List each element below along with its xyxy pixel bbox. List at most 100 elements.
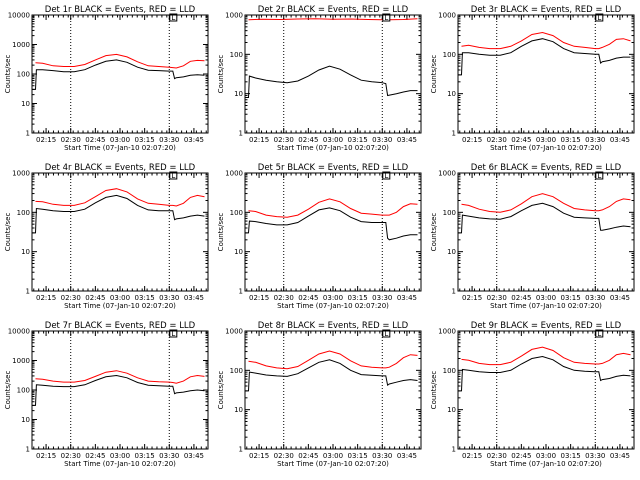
y-tick-label: 1000 bbox=[225, 12, 243, 20]
marker-label: L bbox=[384, 172, 388, 180]
plot-frame bbox=[457, 330, 635, 450]
lld-series-line bbox=[248, 350, 418, 370]
x-tick-label: 02:30 bbox=[487, 136, 507, 144]
x-tick-label: 02:45 bbox=[511, 452, 531, 460]
x-tick-label: 03:15 bbox=[135, 294, 155, 302]
x-tick-label: 03:30 bbox=[585, 452, 605, 460]
lld-series-line bbox=[461, 193, 631, 213]
x-tick-label: 02:45 bbox=[298, 452, 318, 460]
x-tick-label: 03:00 bbox=[536, 452, 556, 460]
x-tick-label: 02:30 bbox=[61, 294, 81, 302]
x-tick-label: 02:45 bbox=[511, 136, 531, 144]
x-axis-label: Start Time (07-Jan-10 02:07:20) bbox=[490, 460, 602, 468]
marker-box bbox=[595, 13, 604, 22]
events-series-line bbox=[32, 374, 205, 406]
x-tick-label: 02:30 bbox=[61, 136, 81, 144]
x-tick-label: 03:15 bbox=[348, 294, 368, 302]
y-tick-label: 100 bbox=[17, 71, 30, 79]
x-tick-label: 03:30 bbox=[585, 136, 605, 144]
marker-box bbox=[382, 171, 391, 180]
plot-frame bbox=[31, 330, 209, 450]
lld-series-line bbox=[461, 346, 631, 366]
y-tick-label: 10 bbox=[447, 406, 456, 414]
y-tick-label: 1000 bbox=[438, 170, 456, 178]
y-tick-label: 10 bbox=[234, 248, 243, 256]
panel-title: Det 6r BLACK = Events, RED = LLD bbox=[471, 163, 622, 173]
x-tick-label: 02:30 bbox=[487, 452, 507, 460]
y-tick-label: 1 bbox=[239, 446, 243, 454]
x-tick-label: 03:15 bbox=[561, 294, 581, 302]
x-tick-label: 02:30 bbox=[61, 452, 81, 460]
x-tick-label: 02:15 bbox=[249, 294, 269, 302]
panel-title: Det 4r BLACK = Events, RED = LLD bbox=[45, 163, 196, 173]
y-tick-label: 10 bbox=[21, 100, 30, 108]
y-tick-label: 1000 bbox=[225, 328, 243, 336]
x-tick-label: 03:00 bbox=[110, 452, 130, 460]
y-tick-label: 10 bbox=[21, 416, 30, 424]
x-tick-label: 02:15 bbox=[36, 294, 56, 302]
y-tick-label: 100 bbox=[230, 367, 243, 375]
events-series-line bbox=[245, 207, 418, 241]
events-series-line bbox=[245, 65, 418, 98]
x-tick-label: 03:30 bbox=[159, 136, 179, 144]
y-tick-label: 1000 bbox=[225, 170, 243, 178]
marker-box bbox=[382, 13, 391, 22]
y-tick-label: 100 bbox=[443, 367, 456, 375]
y-tick-label: 1000 bbox=[438, 328, 456, 336]
x-axis-label: Start Time (07-Jan-10 02:07:20) bbox=[277, 302, 389, 310]
y-axis-label: Counts/sec bbox=[430, 371, 438, 410]
x-tick-label: 02:45 bbox=[85, 136, 105, 144]
y-tick-label: 10 bbox=[234, 90, 243, 98]
lld-series-line bbox=[35, 370, 205, 384]
x-tick-label: 02:30 bbox=[274, 136, 294, 144]
y-tick-label: 10000 bbox=[8, 12, 30, 20]
marker-box bbox=[595, 171, 604, 180]
x-tick-label: 03:00 bbox=[110, 136, 130, 144]
x-tick-label: 02:45 bbox=[85, 294, 105, 302]
lld-series-line bbox=[461, 31, 631, 50]
marker-label: L bbox=[171, 14, 175, 22]
detector-panel-6: Det 6r BLACK = Events, RED = LLD 1 10 100 10… bbox=[430, 163, 635, 310]
y-tick-label: 1000 bbox=[12, 41, 30, 49]
x-tick-label: 03:45 bbox=[610, 452, 630, 460]
x-tick-label: 02:45 bbox=[298, 294, 318, 302]
x-tick-label: 03:45 bbox=[610, 294, 630, 302]
plot-frame bbox=[457, 14, 635, 134]
marker-box bbox=[169, 171, 178, 180]
plot-frame bbox=[244, 172, 422, 292]
x-tick-label: 03:00 bbox=[323, 136, 343, 144]
x-tick-label: 03:00 bbox=[323, 452, 343, 460]
x-axis-label: Start Time (07-Jan-10 02:07:20) bbox=[490, 144, 602, 152]
detector-panel-5: Det 5r BLACK = Events, RED = LLD 1 10 100 10… bbox=[217, 163, 422, 310]
y-axis-label: Counts/sec bbox=[4, 55, 12, 94]
y-tick-label: 100 bbox=[443, 51, 456, 59]
y-tick-label: 10 bbox=[234, 406, 243, 414]
y-tick-label: 1 bbox=[239, 288, 243, 296]
y-tick-label: 1 bbox=[452, 130, 456, 138]
x-tick-label: 02:30 bbox=[487, 294, 507, 302]
y-axis-label: Counts/sec bbox=[217, 371, 225, 410]
x-tick-label: 02:45 bbox=[298, 136, 318, 144]
y-axis-label: Counts/sec bbox=[217, 213, 225, 252]
x-axis-label: Start Time (07-Jan-10 02:07:20) bbox=[64, 460, 176, 468]
marker-label: L bbox=[597, 14, 601, 22]
x-tick-label: 03:45 bbox=[184, 452, 204, 460]
lld-series-line bbox=[248, 18, 418, 21]
x-tick-label: 03:30 bbox=[159, 452, 179, 460]
panel-title: Det 1r BLACK = Events, RED = LLD bbox=[45, 5, 196, 15]
y-tick-label: 100 bbox=[230, 209, 243, 217]
y-axis-label: Counts/sec bbox=[4, 371, 12, 410]
x-tick-label: 03:00 bbox=[536, 136, 556, 144]
detector-panel-1: Det 1r BLACK = Events, RED = LLD 1 10 100 10… bbox=[4, 5, 209, 152]
marker-box bbox=[382, 329, 391, 338]
y-axis-label: Counts/sec bbox=[430, 55, 438, 94]
x-tick-label: 02:15 bbox=[462, 136, 482, 144]
x-tick-label: 02:15 bbox=[462, 452, 482, 460]
y-tick-label: 1 bbox=[26, 130, 30, 138]
panel-title: Det 8r BLACK = Events, RED = LLD bbox=[258, 321, 409, 331]
x-tick-label: 03:45 bbox=[184, 294, 204, 302]
x-tick-label: 03:00 bbox=[323, 294, 343, 302]
x-tick-label: 03:45 bbox=[397, 294, 417, 302]
y-axis-label: Counts/sec bbox=[430, 213, 438, 252]
x-tick-label: 03:45 bbox=[184, 136, 204, 144]
